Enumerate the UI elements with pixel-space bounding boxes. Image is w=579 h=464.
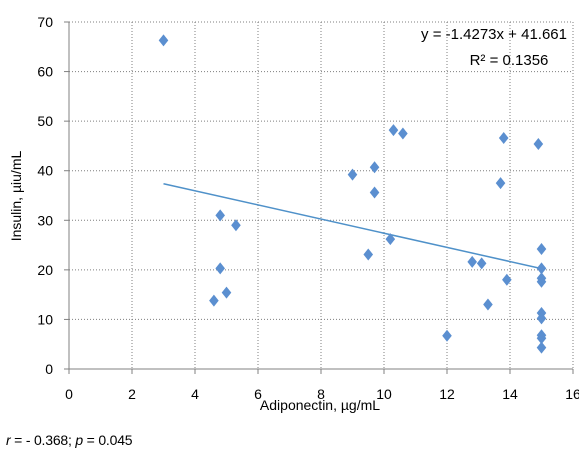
y-tick-label: 60 [37, 64, 53, 80]
x-tick-label: 12 [439, 386, 455, 402]
x-axis-label: Adiponectin, µg/mL [260, 397, 380, 413]
data-point [476, 257, 487, 270]
data-point [209, 294, 219, 307]
data-point [388, 124, 399, 137]
x-tick-label: 6 [254, 386, 262, 402]
y-tick-label: 10 [37, 311, 53, 327]
data-point [385, 233, 396, 246]
y-tick-label: 0 [45, 361, 53, 377]
trendline-equation: y = -1.4273x + 41.661 [421, 26, 567, 43]
y-tick-label: 50 [37, 113, 53, 129]
p-value: = 0.045 [82, 432, 133, 448]
grid-lines [69, 21, 574, 369]
trendline-group [163, 182, 542, 270]
data-point [483, 298, 493, 311]
correlation-footnote: r = - 0.368; p = 0.045 [6, 432, 133, 448]
data-point [215, 209, 225, 222]
data-point [502, 273, 512, 286]
r-value: = - 0.368; [10, 432, 76, 448]
data-points [158, 34, 547, 354]
trendline [163, 182, 542, 270]
data-point [536, 262, 547, 275]
data-point [231, 219, 241, 232]
x-tick-label: 14 [502, 386, 518, 402]
x-tick-label: 16 [565, 386, 579, 402]
x-tick-label: 10 [376, 386, 392, 402]
data-point [467, 255, 477, 268]
data-point [158, 34, 169, 47]
data-point [398, 127, 408, 140]
y-tick-label: 20 [37, 262, 53, 278]
tick-labels: 0 10 20 30 40 50 60 70 0 2 4 6 8 10 12 14 16 [37, 14, 579, 402]
data-point [533, 137, 544, 150]
data-point [363, 248, 374, 261]
x-tick-label: 4 [191, 386, 199, 402]
data-point [536, 332, 547, 345]
y-tick-label: 30 [37, 212, 53, 228]
data-point [495, 177, 506, 190]
data-point [369, 161, 380, 174]
data-point [536, 243, 547, 256]
axes [64, 21, 574, 374]
data-point [215, 262, 225, 275]
p-symbol: p [75, 432, 83, 448]
data-point [536, 312, 547, 325]
data-point [498, 131, 509, 144]
y-tick-label: 40 [37, 163, 53, 179]
y-axis-label: Insulin, µiu/mL [8, 151, 24, 242]
data-point [536, 275, 547, 288]
data-point [221, 286, 232, 299]
data-point [536, 341, 547, 354]
y-tick-label: 70 [37, 14, 53, 30]
data-point [369, 186, 380, 199]
data-point [347, 168, 358, 181]
data-point [442, 329, 452, 342]
x-tick-label: 8 [317, 386, 325, 402]
x-tick-label: 2 [128, 386, 136, 402]
r-squared-label: R² = 0.1356 [470, 52, 549, 69]
x-tick-label: 0 [65, 386, 73, 402]
r-symbol: r [6, 432, 11, 448]
